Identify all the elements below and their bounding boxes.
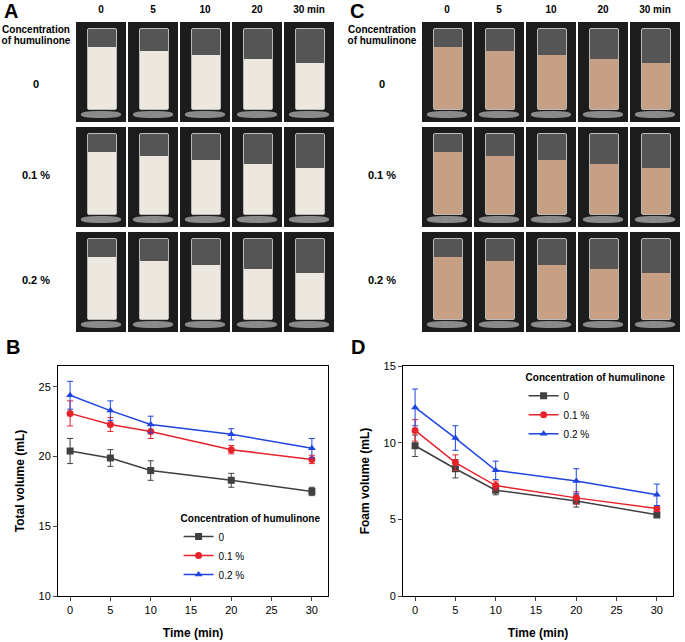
html-text:30 min: 30 min [293, 4, 325, 15]
svg-text:25: 25 [610, 604, 622, 616]
svg-text:25: 25 [265, 604, 277, 616]
html-text:0: 0 [444, 4, 450, 15]
svg-text:20: 20 [570, 604, 582, 616]
svg-text:10: 10 [490, 604, 502, 616]
html-text:0.2 %: 0.2 % [21, 274, 51, 286]
html-text:0: 0 [378, 78, 386, 90]
svg-text:0: 0 [219, 532, 225, 543]
html-text:0.1 %: 0.1 % [21, 169, 51, 181]
svg-text:Time (min): Time (min) [163, 626, 223, 640]
svg-text:0: 0 [67, 604, 73, 616]
svg-text:5: 5 [390, 513, 396, 525]
svg-text:5: 5 [452, 604, 458, 616]
svg-text:15: 15 [185, 604, 197, 616]
svg-text:5: 5 [107, 604, 113, 616]
svg-text:10: 10 [39, 590, 51, 602]
svg-text:15: 15 [39, 520, 51, 532]
svg-text:15: 15 [384, 360, 396, 372]
html-text:B: B [6, 336, 21, 358]
html-text:30 min: 30 min [639, 4, 671, 15]
svg-text:20: 20 [225, 604, 237, 616]
html-text:Concentration of humulinone: Concentration of humulinone [347, 24, 417, 46]
svg-text:30: 30 [306, 604, 318, 616]
svg-text:0: 0 [564, 391, 570, 402]
svg-text:Concentration of humulinone: Concentration of humulinone [526, 372, 666, 383]
html-text:D: D [351, 336, 366, 358]
svg-text:0: 0 [412, 604, 418, 616]
svg-text:0.2 %: 0.2 % [219, 570, 245, 581]
svg-text:0: 0 [390, 590, 396, 602]
svg-text:30: 30 [651, 604, 663, 616]
svg-text:0.1 %: 0.1 % [219, 551, 245, 562]
svg-text:Foam volume (mL): Foam volume (mL) [358, 428, 372, 535]
html-text:0.1 %: 0.1 % [367, 169, 397, 181]
html-text:5: 5 [150, 4, 156, 15]
svg-text:25: 25 [39, 381, 51, 393]
html-text:20: 20 [597, 4, 609, 15]
html-text:Concentration of humulinone: Concentration of humulinone [1, 24, 71, 46]
html-text:0: 0 [32, 78, 40, 90]
html-text:10: 10 [545, 4, 557, 15]
svg-text:10: 10 [384, 437, 396, 449]
html-text:0: 0 [98, 4, 104, 15]
svg-text:0.2 %: 0.2 % [564, 429, 590, 440]
html-text:A: A [4, 0, 19, 22]
svg-text:10: 10 [145, 604, 157, 616]
html-text:20: 20 [251, 4, 263, 15]
svg-text:20: 20 [39, 450, 51, 462]
svg-text:15: 15 [530, 604, 542, 616]
svg-text:Time (min): Time (min) [508, 626, 568, 640]
html-text:0.2 %: 0.2 % [367, 274, 397, 286]
svg-text:Concentration of humulinone: Concentration of humulinone [181, 513, 321, 524]
svg-text:Total volume (mL): Total volume (mL) [13, 430, 27, 532]
svg-text:0.1 %: 0.1 % [564, 410, 590, 421]
html-text:5: 5 [496, 4, 502, 15]
html-text:C: C [350, 0, 365, 22]
html-text:10: 10 [199, 4, 211, 15]
